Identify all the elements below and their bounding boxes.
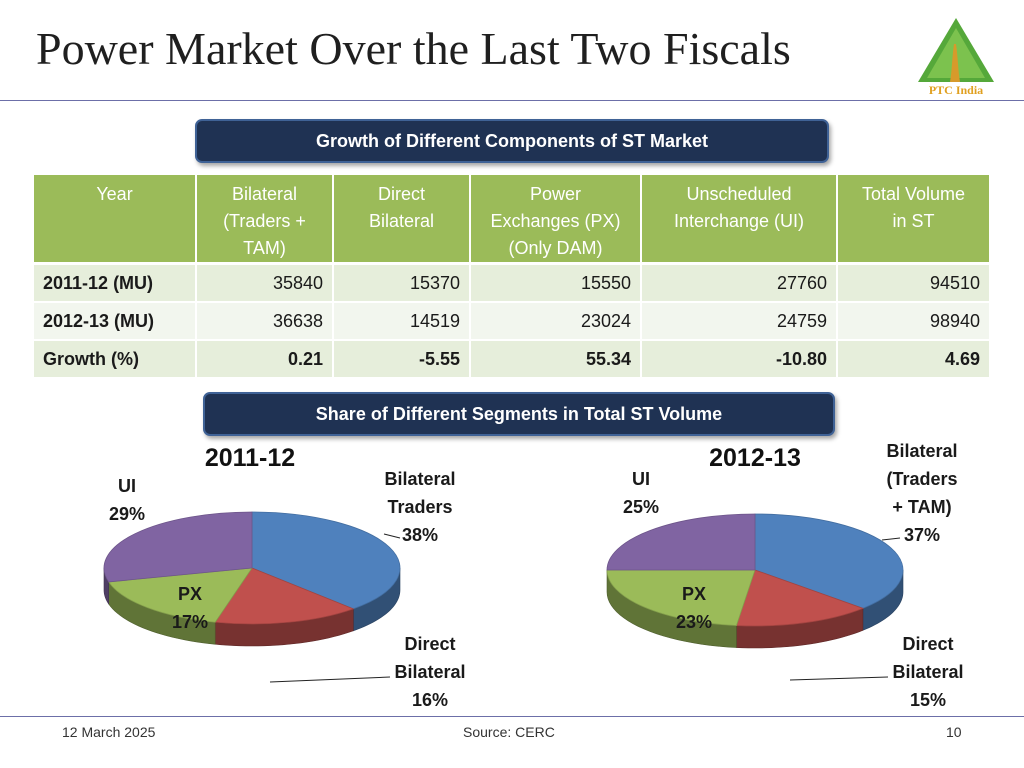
pie-slice-direct (214, 567, 355, 625)
pie-label-ui: UI 29% (109, 476, 145, 524)
pie-label-line: 17% (172, 612, 208, 632)
row-label: Growth (%) (34, 340, 197, 379)
table-cell: 14519 (333, 302, 471, 341)
table-row: Growth (%) 0.21 -5.55 55.34 -10.80 4.69 (34, 340, 991, 379)
footer-date: 12 March 2025 (62, 724, 156, 740)
table-row: 2012-13 (MU) 36638 14519 23024 24759 989… (34, 302, 991, 341)
table-cell: -5.55 (333, 340, 471, 379)
footer-divider (0, 716, 1024, 717)
pie-slice-px (606, 569, 756, 626)
pie-label-line: Bilateral (384, 469, 455, 489)
pie-chart-2012-13: 2012-13 Bilateral (Traders + TAM) 37% Direct B… (606, 441, 964, 710)
table-cell: 0.21 (196, 340, 334, 379)
pie-label-line: Bilateral (394, 662, 465, 682)
pie-title: 2011-12 (205, 444, 295, 472)
pie-chart-2011-12: 2011-12 Bilateral Traders 38% Direct Bilatera… (103, 444, 466, 710)
pie-label-line: PX (178, 584, 202, 604)
pie-label-line: 16% (412, 690, 448, 710)
table-cell: 15550 (470, 263, 642, 303)
pie-label-px: PX 17% (172, 584, 208, 632)
pie-slice-px (107, 567, 253, 623)
table-cell: 36638 (196, 302, 334, 341)
pie-label-line: Traders (387, 497, 452, 517)
table-cell: 24759 (641, 302, 838, 341)
pie-label-line: UI (118, 476, 136, 496)
pie-slice-ui (103, 511, 253, 583)
table-cell: 23024 (470, 302, 642, 341)
table-cell: 55.34 (470, 340, 642, 379)
header-total-volume: Total Volume in ST (837, 175, 991, 265)
header-year: Year (34, 175, 197, 265)
header-power-exchanges: Power Exchanges (PX) (Only DAM) (470, 175, 642, 265)
header-direct-bilateral: Direct Bilateral (333, 175, 471, 265)
pie-slice-ui (606, 513, 756, 571)
pie-label-line: UI (632, 469, 650, 489)
table-cell: 94510 (837, 263, 991, 303)
pie-label-bilateral: Bilateral Traders 38% (384, 469, 455, 545)
pie-label-ui: UI 25% (623, 469, 659, 517)
pie-label-direct: Direct Bilateral 15% (892, 634, 963, 710)
pie-slice-direct (735, 569, 865, 627)
pie-label-line: 23% (676, 612, 712, 632)
leader-line (789, 676, 889, 681)
pie-slice-bilateral (754, 513, 904, 609)
title-divider (0, 100, 1024, 101)
ptc-india-logo-icon: PTC India (918, 18, 994, 97)
pie-label-line: 29% (109, 504, 145, 524)
pie-label-line: Direct (902, 634, 953, 654)
table-cell: -10.80 (641, 340, 838, 379)
table-banner: Growth of Different Components of ST Mar… (195, 119, 829, 163)
pie-label-line: 37% (904, 525, 940, 545)
slide-title: Power Market Over the Last Two Fiscals (36, 23, 791, 74)
pies-banner: Share of Different Segments in Total ST … (203, 392, 835, 436)
pie-label-direct: Direct Bilateral 16% (394, 634, 465, 710)
st-market-table: Year Bilateral (Traders + TAM) Direct Bi… (34, 175, 991, 379)
table-cell: 35840 (196, 263, 334, 303)
table-row: 2011-12 (MU) 35840 15370 15550 27760 945… (34, 263, 991, 303)
leader-line (269, 676, 391, 683)
table-cell: 4.69 (837, 340, 991, 379)
pie-label-line: + TAM) (892, 497, 951, 517)
table-cell: 27760 (641, 263, 838, 303)
pie-label-line: 15% (910, 690, 946, 710)
leader-line (881, 537, 901, 541)
header-unscheduled-interchange: Unscheduled Interchange (UI) (641, 175, 838, 265)
pie-label-line: 38% (402, 525, 438, 545)
row-label: 2012-13 (MU) (34, 302, 197, 341)
header-bilateral: Bilateral (Traders + TAM) (196, 175, 334, 265)
pie-title: 2012-13 (709, 444, 801, 472)
row-label: 2011-12 (MU) (34, 263, 197, 303)
leader-line (383, 533, 401, 539)
pie-label-line: (Traders (886, 469, 957, 489)
table-cell: 98940 (837, 302, 991, 341)
pie-slice-bilateral (251, 511, 401, 610)
pie-label-line: PX (682, 584, 706, 604)
pie-label-line: Direct (404, 634, 455, 654)
footer-source: Source: CERC (463, 724, 555, 740)
logo-text: PTC India (929, 83, 983, 97)
table-cell: 15370 (333, 263, 471, 303)
table-header-row: Year Bilateral (Traders + TAM) Direct Bi… (34, 175, 991, 265)
pie-label-line: 25% (623, 497, 659, 517)
pie-label-line: Bilateral (892, 662, 963, 682)
page-number: 10 (946, 724, 962, 740)
pie-label-bilateral: Bilateral (Traders + TAM) 37% (886, 441, 957, 545)
pie-label-line: Bilateral (886, 441, 957, 461)
pie-label-px: PX 23% (676, 584, 712, 632)
